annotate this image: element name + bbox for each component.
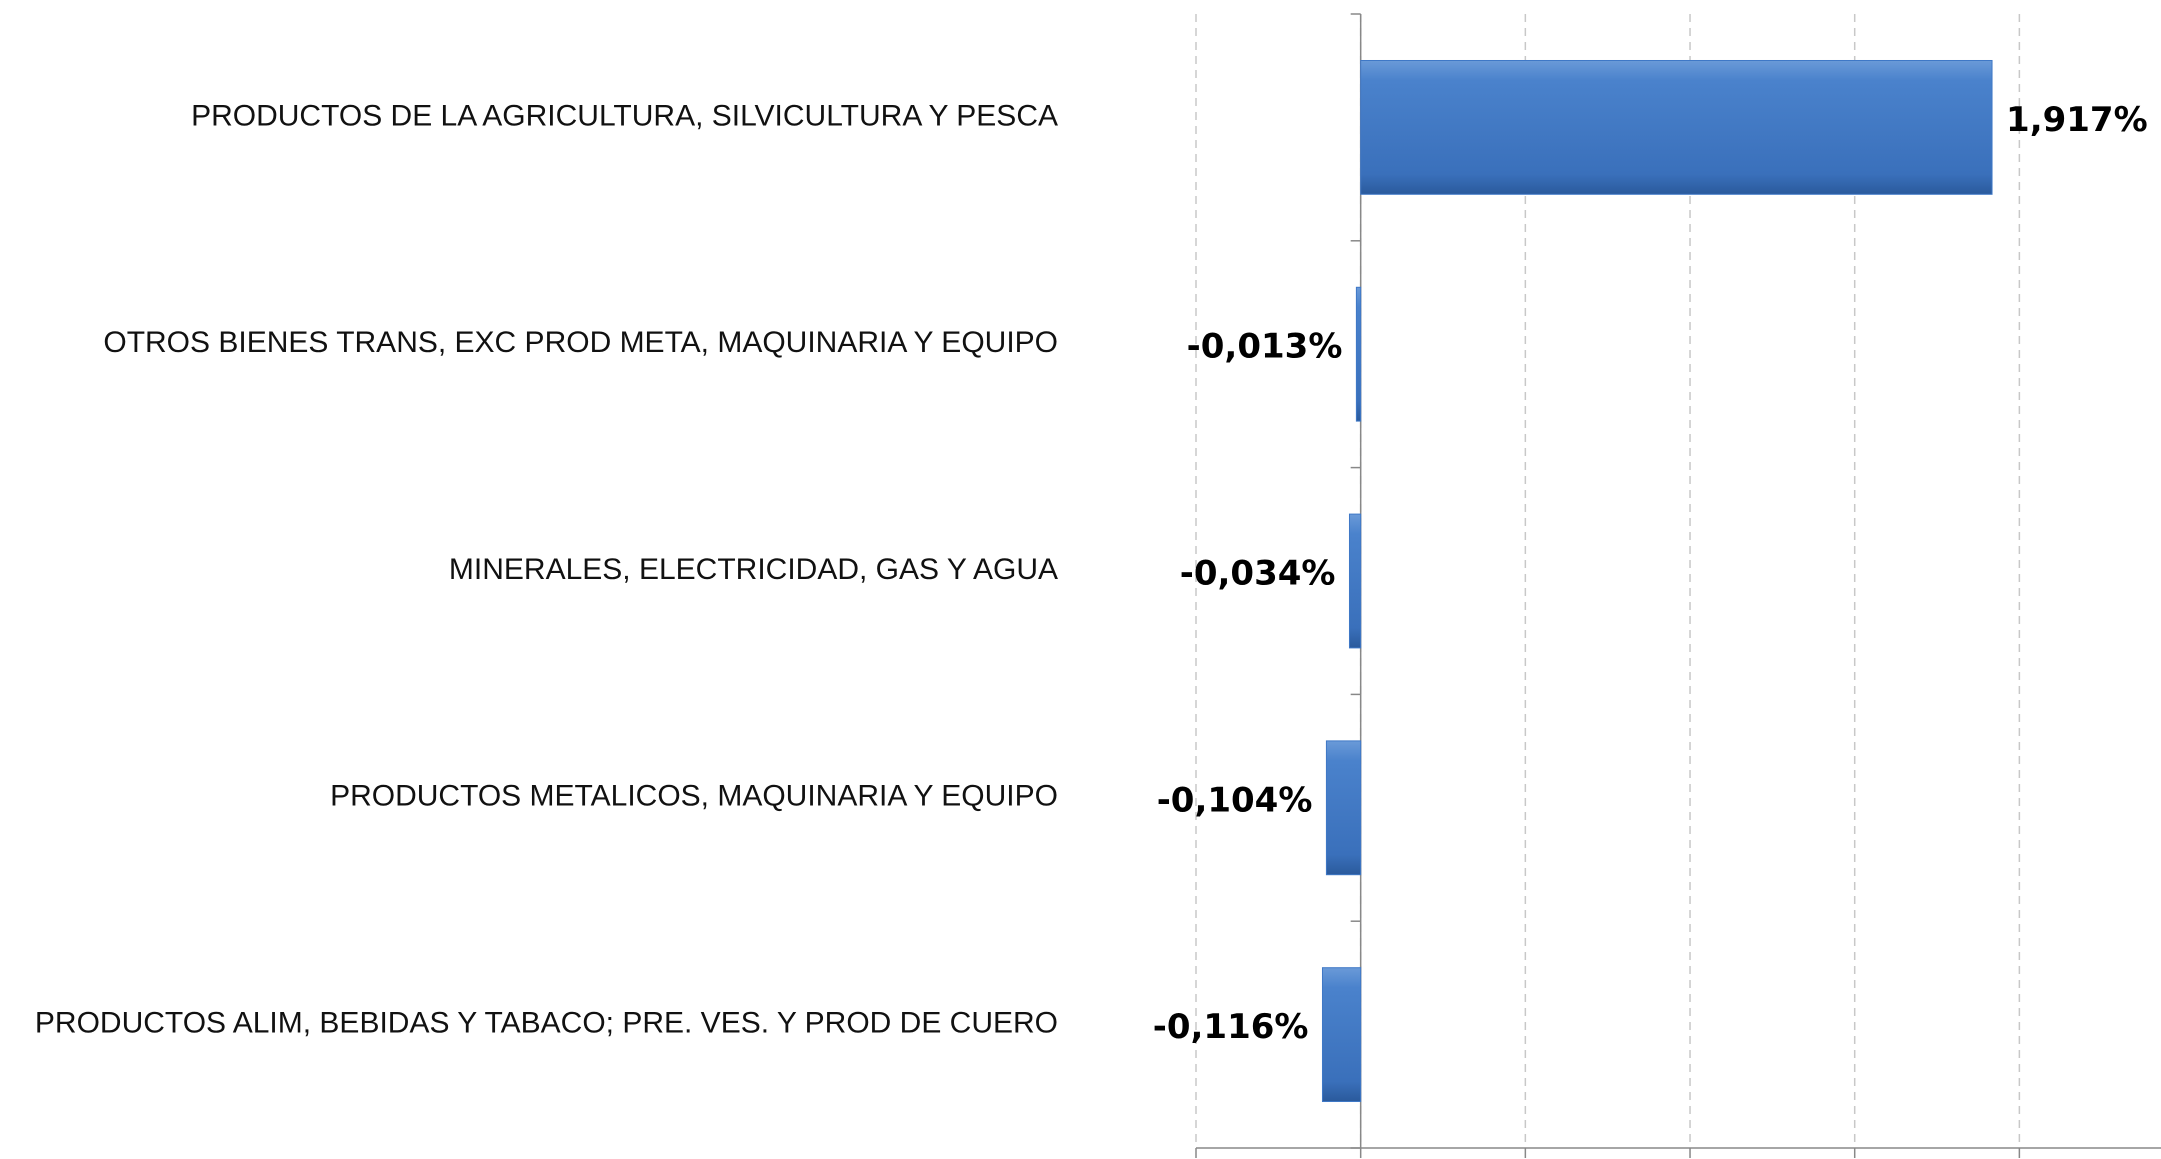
bar bbox=[1321, 967, 1362, 1103]
category-label: PRODUCTOS METALICOS, MAQUINARIA Y EQUIPO bbox=[330, 780, 1058, 813]
category-label: PRODUCTOS DE LA AGRICULTURA, SILVICULTUR… bbox=[191, 99, 1058, 132]
bar bbox=[1348, 513, 1362, 649]
value-label: -0,116% bbox=[1153, 1007, 1309, 1047]
category-label: MINERALES, ELECTRICIDAD, GAS Y AGUA bbox=[449, 553, 1058, 586]
value-label: 1,917% bbox=[2006, 100, 2148, 140]
value-label: -0,013% bbox=[1187, 327, 1343, 367]
category-label: OTROS BIENES TRANS, EXC PROD META, MAQUI… bbox=[103, 326, 1058, 359]
bar bbox=[1325, 740, 1362, 876]
value-label: -0,104% bbox=[1157, 780, 1313, 820]
value-label: -0,034% bbox=[1180, 554, 1336, 594]
category-label: PRODUCTOS ALIM, BEBIDAS Y TABACO; PRE. V… bbox=[35, 1007, 1058, 1040]
bar bbox=[1360, 59, 1993, 195]
bar bbox=[1355, 286, 1362, 422]
